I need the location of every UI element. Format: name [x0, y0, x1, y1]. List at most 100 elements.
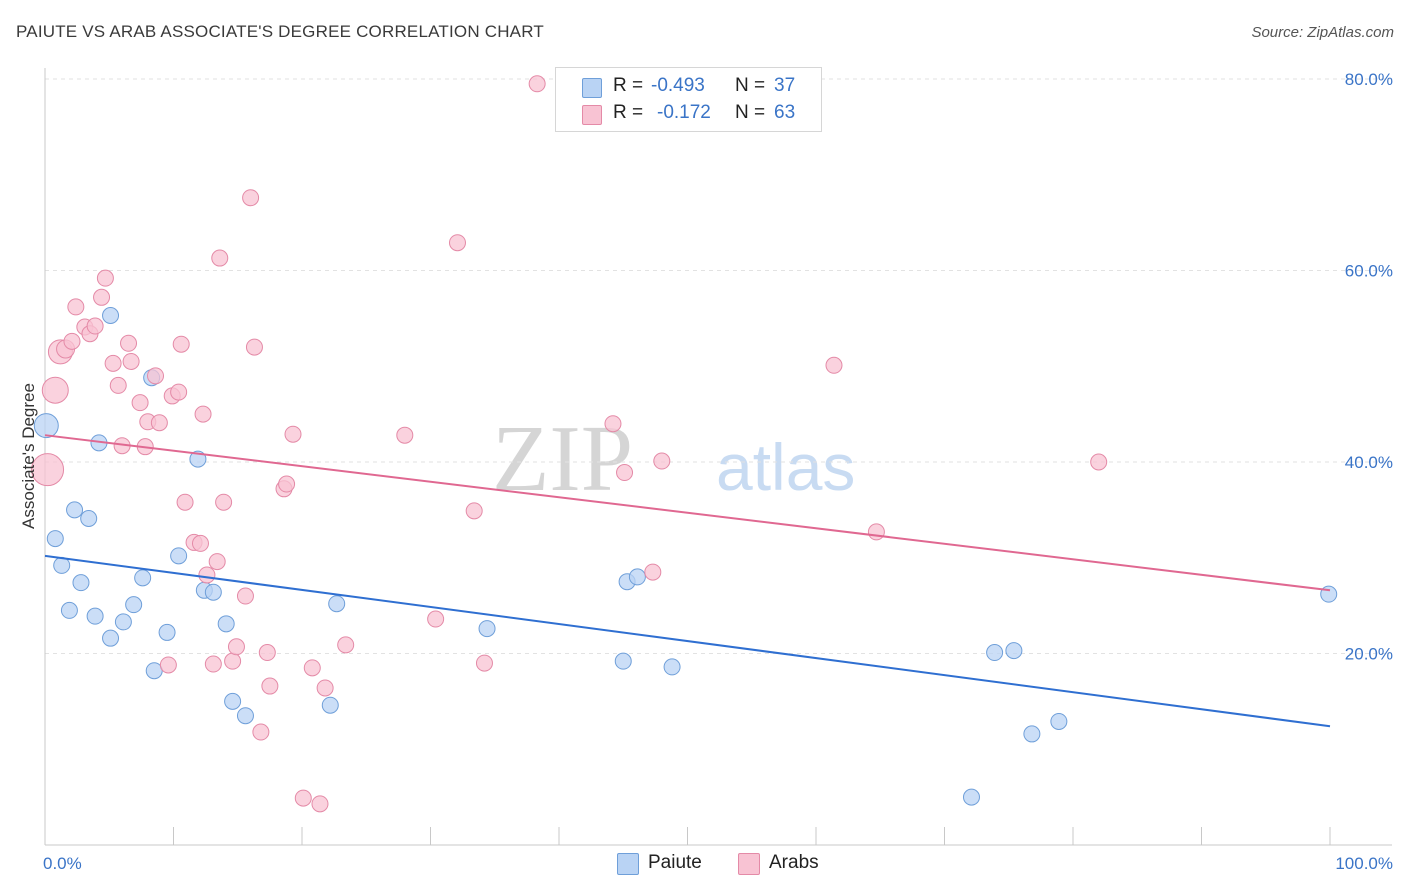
paiute-point: [1050, 712, 1068, 730]
arabs-point: [465, 502, 483, 520]
arabs-legend-swatch: [738, 853, 760, 875]
paiute-point: [224, 692, 242, 710]
paiute-point: [204, 583, 222, 601]
arabs-trend-line: [44, 434, 1331, 592]
legend-r-value: -0.172: [657, 102, 711, 123]
arabs-point: [96, 269, 114, 287]
arabs-point: [245, 338, 263, 356]
x-tick-label: 100.0%: [1335, 854, 1393, 873]
arabs-legend-label: Arabs: [769, 852, 819, 873]
paiute-point: [478, 620, 496, 638]
paiute-point: [102, 629, 120, 647]
arabs-point: [86, 317, 104, 335]
arabs-point: [825, 356, 843, 374]
paiute-point: [962, 788, 980, 806]
paiute-legend-swatch: [617, 853, 639, 875]
arabs-point: [644, 563, 662, 581]
paiute-point: [60, 601, 78, 619]
arabs-swatch: [582, 105, 602, 125]
arabs-point: [616, 464, 634, 482]
paiute-point: [614, 652, 632, 670]
arabs-point: [337, 636, 355, 654]
arabs-point: [109, 376, 127, 394]
paiute-point: [145, 662, 163, 680]
arabs-point: [41, 376, 69, 404]
arabs-point: [236, 587, 254, 605]
paiute-point: [986, 644, 1004, 662]
y-tick-label: 60.0%: [1345, 262, 1393, 281]
arabs-point: [261, 677, 279, 695]
paiute-legend-label: Paiute: [648, 852, 702, 873]
arabs-point: [176, 493, 194, 511]
paiute-point: [72, 574, 90, 592]
arabs-point: [278, 475, 296, 493]
paiute-point: [217, 615, 235, 633]
arabs-point: [258, 644, 276, 662]
y-tick-label: 40.0%: [1345, 453, 1393, 472]
chart-title: PAIUTE VS ARAB ASSOCIATE'S DEGREE CORREL…: [16, 22, 544, 41]
legend-r-value: -0.493: [651, 75, 705, 96]
arabs-point: [211, 249, 229, 267]
arabs-point: [227, 638, 245, 656]
arabs-point: [172, 335, 190, 353]
paiute-point: [158, 623, 176, 641]
arabs-point: [208, 553, 226, 571]
arabs-point: [204, 655, 222, 673]
paiute-point: [86, 607, 104, 625]
correlation-legend: R = -0.493 N = 37 R = -0.172 N = 63: [555, 67, 822, 132]
arabs-point: [867, 523, 885, 541]
arabs-point: [448, 234, 466, 252]
arabs-point: [284, 425, 302, 443]
legend-n-label: N =: [735, 75, 766, 96]
arabs-point: [224, 652, 242, 670]
arabs-point: [120, 334, 138, 352]
paiute-point: [321, 696, 339, 714]
arabs-point: [131, 394, 149, 412]
trend-lines: [44, 434, 1331, 728]
arabs-point: [170, 383, 188, 401]
arabs-point: [427, 610, 445, 628]
arabs-point: [242, 189, 260, 207]
paiute-point: [236, 707, 254, 725]
legend-n-label: N =: [735, 102, 766, 123]
arabs-point: [475, 654, 493, 672]
paiute-point: [114, 613, 132, 631]
arabs-point: [396, 426, 414, 444]
legend-n-value: 37: [774, 75, 796, 96]
arabs-point: [31, 453, 65, 487]
paiute-point: [170, 547, 188, 565]
paiute-point: [1023, 725, 1041, 743]
paiute-point: [628, 568, 646, 586]
watermark-atlas: atlas: [716, 430, 855, 504]
x-tick-label: 0.0%: [43, 854, 82, 873]
axis-labels: 20.0% 40.0% 60.0% 80.0% 0.0% 100.0% Associate'…: [19, 70, 1393, 873]
gridlines: [45, 78, 1392, 654]
paiute-point: [663, 658, 681, 676]
paiute-point: [328, 595, 346, 613]
arabs-point: [104, 354, 122, 372]
arabs-point: [653, 452, 671, 470]
legend-n-value: 63: [774, 102, 796, 123]
arabs-point: [198, 566, 216, 584]
paiute-point: [66, 501, 84, 519]
paiute-swatch: [582, 78, 602, 98]
paiute-point: [53, 556, 71, 574]
arabs-point: [215, 493, 233, 511]
paiute-point: [46, 530, 64, 548]
paiute-point: [125, 596, 143, 614]
y-tick-label: 80.0%: [1345, 70, 1393, 89]
arabs-point: [528, 75, 546, 93]
arabs-point: [252, 723, 270, 741]
arabs-point: [294, 789, 312, 807]
arabs-point: [194, 405, 212, 423]
arabs-point: [604, 415, 622, 433]
arabs-point: [1090, 453, 1108, 471]
legend-r-label: R =: [613, 75, 644, 96]
data-points: [31, 75, 1338, 813]
arabs-point: [63, 332, 81, 350]
arabs-point: [150, 414, 168, 432]
source-label: Source: ZipAtlas.com: [1251, 24, 1394, 41]
arabs-point: [122, 352, 140, 370]
y-tick-label: 20.0%: [1345, 645, 1393, 664]
arabs-point: [67, 298, 85, 316]
